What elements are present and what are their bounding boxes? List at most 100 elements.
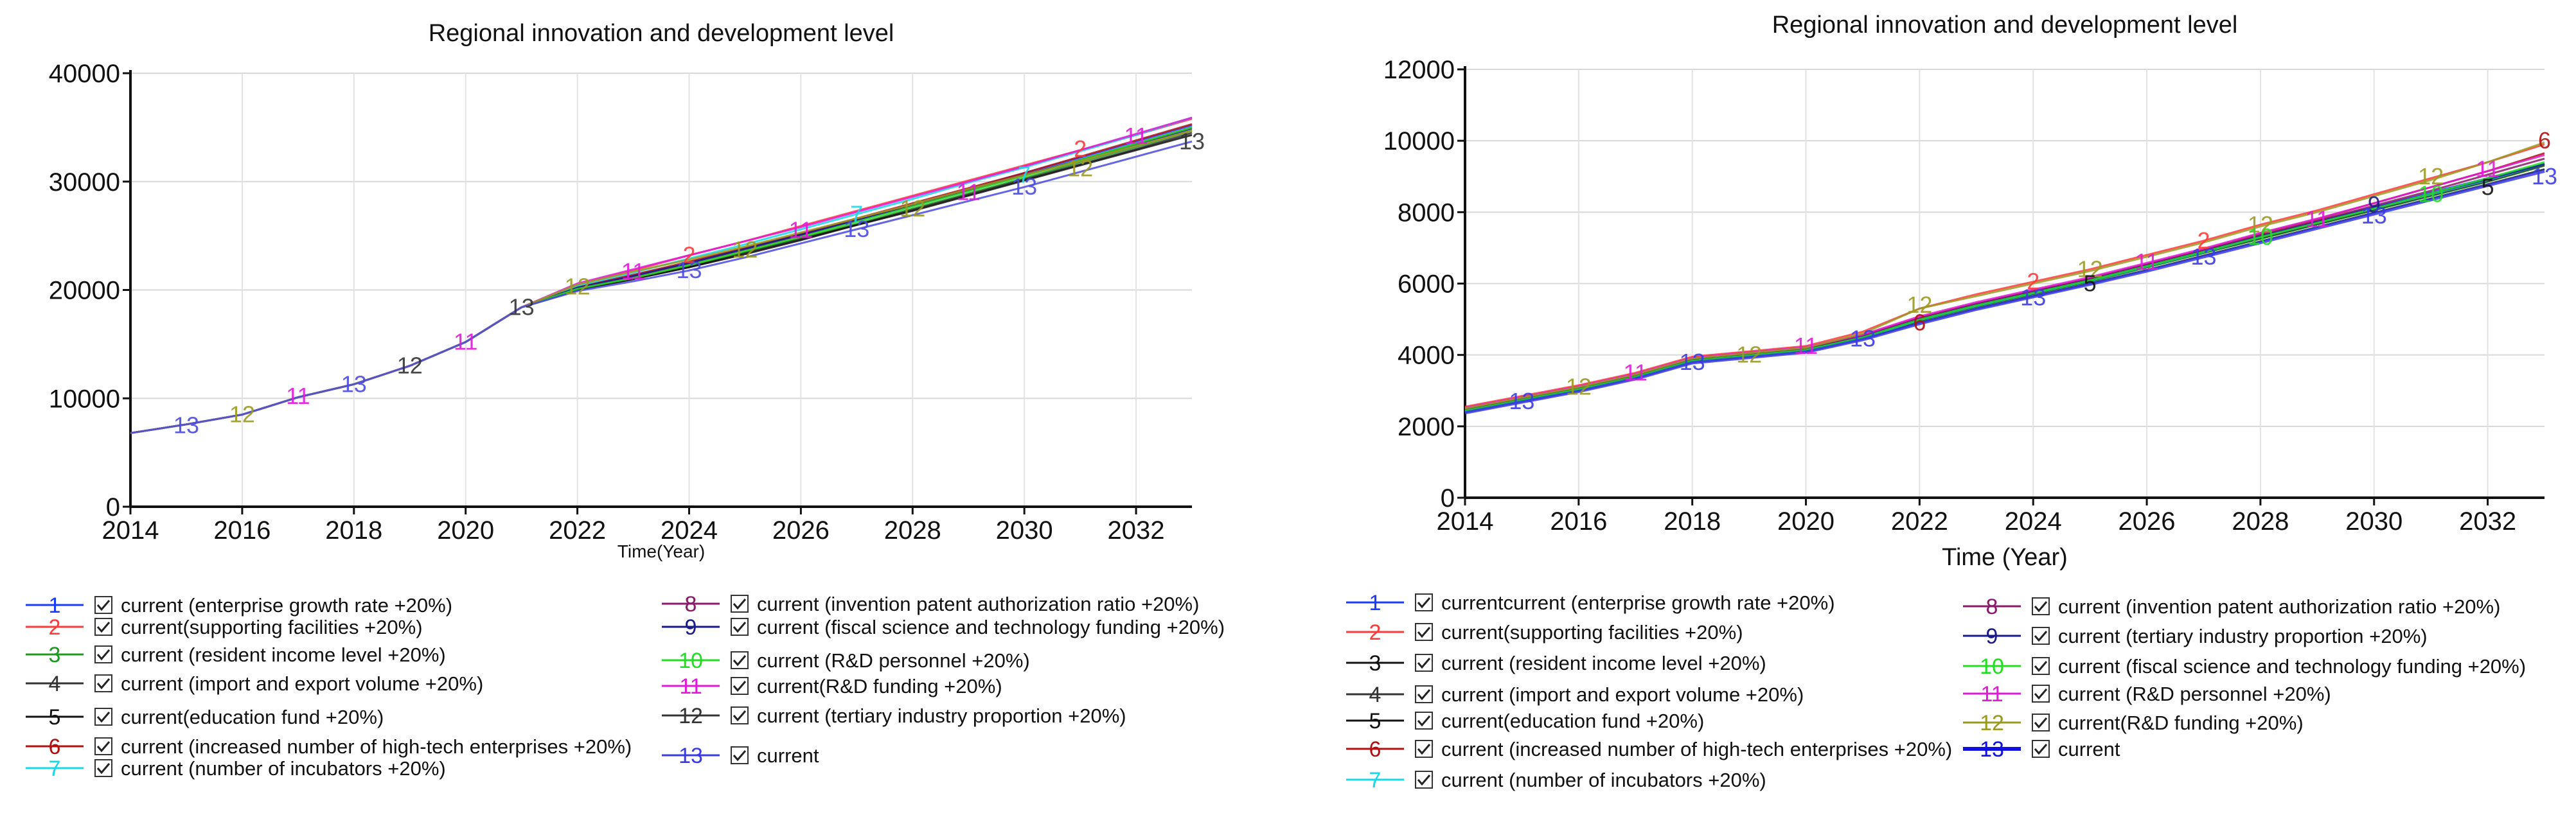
series-marker-12: 12: [1067, 155, 1093, 182]
legend-swatch-number: 1: [49, 593, 61, 618]
legend-checkbox[interactable]: [1415, 654, 1433, 672]
legend-checkbox[interactable]: [1415, 712, 1433, 730]
legend-item-2: 2 current(supporting facilities +20%): [1346, 620, 1743, 645]
series-marker-2: 2: [682, 242, 695, 268]
legend-label: current(R&D funding +20%): [2058, 712, 2304, 734]
y-tick-label: 2000: [1398, 413, 1455, 441]
legend-swatch-number: 3: [1369, 651, 1381, 676]
legend-checkbox[interactable]: [731, 706, 749, 724]
legend-checkbox[interactable]: [94, 618, 112, 636]
checkmark-icon: [2034, 744, 2048, 755]
legend-checkbox[interactable]: [2032, 740, 2050, 758]
legend-item-4: 4 current (import and export volume +20%): [26, 672, 483, 696]
series-marker-13: 13: [1850, 326, 1876, 352]
checkmark-icon: [2034, 688, 2048, 700]
legend-checkbox[interactable]: [94, 674, 112, 692]
series-marker-12: 12: [2077, 256, 2103, 282]
x-tick-label: 2028: [884, 516, 941, 545]
legend-swatch-number: 7: [1369, 768, 1381, 793]
legend-item-7: 7 current (number of incubators +20%): [1346, 768, 1766, 793]
legend-item-8: 8 current (invention patent authorization…: [1963, 595, 2500, 619]
checkmark-icon: [1417, 715, 1431, 727]
legend-checkbox[interactable]: [1415, 593, 1433, 611]
legend-label: current(supporting facilities +20%): [1441, 621, 1743, 644]
series-marker-11: 11: [2476, 156, 2500, 182]
x-tick-label: 2022: [1891, 507, 1948, 536]
legend-swatch-number: 12: [1980, 711, 2004, 735]
legend-checkbox[interactable]: [94, 737, 112, 755]
series-marker-12: 12: [732, 236, 758, 263]
legend-item-12: 12 current(R&D funding +20%): [1963, 711, 2304, 735]
legend-item-13: 13 current: [662, 744, 819, 768]
checkmark-icon: [1417, 689, 1431, 701]
series-marker-10: 10: [2418, 181, 2444, 207]
legend-checkbox[interactable]: [94, 645, 112, 663]
checkmark-icon: [1417, 658, 1431, 669]
legend-checkbox[interactable]: [1415, 685, 1433, 703]
series-marker-12: 12: [900, 195, 925, 222]
legend-checkbox[interactable]: [1415, 771, 1433, 789]
legend-checkbox[interactable]: [2032, 597, 2050, 615]
legend-label: current(R&D funding +20%): [757, 675, 1002, 697]
x-tick-label: 2020: [1777, 507, 1834, 536]
series-marker-11: 11: [2305, 206, 2329, 232]
legend-item-9: 9 current (tertiary industry proportion +…: [1963, 624, 2428, 649]
checkmark-icon: [96, 600, 111, 611]
x-tick-label: 2028: [2232, 507, 2289, 536]
legend-checkbox[interactable]: [731, 618, 749, 636]
legend-checkbox[interactable]: [2032, 714, 2050, 732]
series-marker-12: 12: [229, 401, 255, 428]
legend-swatch-number: 6: [1369, 737, 1381, 762]
legend-swatch-number: 4: [49, 672, 61, 696]
legend-checkbox[interactable]: [2032, 657, 2050, 675]
legend-checkbox[interactable]: [1415, 623, 1433, 641]
legend-swatch-number: 2: [49, 615, 61, 640]
series-marker-4: 13: [1179, 128, 1205, 154]
checkmark-icon: [733, 681, 747, 692]
legend-item-12: 12 current (tertiary industry proportion …: [662, 704, 1126, 728]
y-tick-label: 30000: [49, 168, 120, 197]
series-marker-13: 13: [676, 257, 702, 283]
series-marker-13: 13: [844, 216, 869, 242]
series-marker-2: 2: [2197, 227, 2210, 254]
legend-checkbox[interactable]: [731, 595, 749, 613]
x-tick-label: 2024: [661, 516, 718, 545]
series-marker-11: 11: [286, 383, 310, 409]
legend-checkbox[interactable]: [731, 651, 749, 669]
legend-item-11: 11 current (R&D personnel +20%): [1963, 682, 2331, 706]
legend-checkbox[interactable]: [94, 708, 112, 726]
legend-item-3: 3 current (resident income level +20%): [1346, 651, 1766, 676]
legend-item-5: 5 current(education fund +20%): [26, 705, 384, 730]
legend-swatch-number: 2: [1369, 620, 1381, 645]
legend-checkbox[interactable]: [2032, 627, 2050, 645]
checkmark-icon: [733, 710, 747, 722]
checkmark-icon: [96, 763, 111, 775]
legend-checkbox[interactable]: [731, 746, 749, 764]
chart-1: Regional innovation and development leve…: [26, 20, 1225, 781]
chart-2: Regional innovation and development leve…: [1346, 12, 2557, 793]
legend-checkbox[interactable]: [94, 759, 112, 777]
legend-item-8: 8 current (invention patent authorization…: [662, 592, 1199, 617]
legend-label: current (increased number of high-tech e…: [121, 735, 632, 758]
legend-checkbox[interactable]: [1415, 740, 1433, 758]
series-marker-13: 13: [1011, 173, 1037, 200]
series-marker-7: 7: [850, 200, 863, 227]
legend-item-6: 6 current (increased number of high-tech …: [1346, 737, 1952, 762]
legend-checkbox[interactable]: [94, 596, 112, 614]
legend-item-3: 3 current (resident income level +20%): [26, 643, 446, 667]
legend-item-2: 2 current(supporting facilities +20%): [26, 615, 423, 640]
checkmark-icon: [733, 622, 747, 633]
series-marker-12: 12: [2418, 163, 2444, 189]
legend-item-4: 4 current (import and export volume +20%): [1346, 683, 1804, 707]
y-tick-label: 4000: [1398, 342, 1455, 370]
series-marker-11: 11: [957, 179, 981, 206]
legend-checkbox[interactable]: [731, 677, 749, 695]
legend-label: current(education fund +20%): [1441, 710, 1704, 732]
legend-swatch-number: 5: [1369, 709, 1381, 733]
legend-label: current: [757, 744, 819, 767]
series-line-13: [130, 140, 1193, 434]
series-marker-13: 13: [1680, 349, 1705, 375]
x-tick-label: 2016: [1550, 507, 1607, 536]
legend-checkbox[interactable]: [2032, 685, 2050, 703]
legend-label: currentcurrent (enterprise growth rate +…: [1441, 592, 1835, 614]
